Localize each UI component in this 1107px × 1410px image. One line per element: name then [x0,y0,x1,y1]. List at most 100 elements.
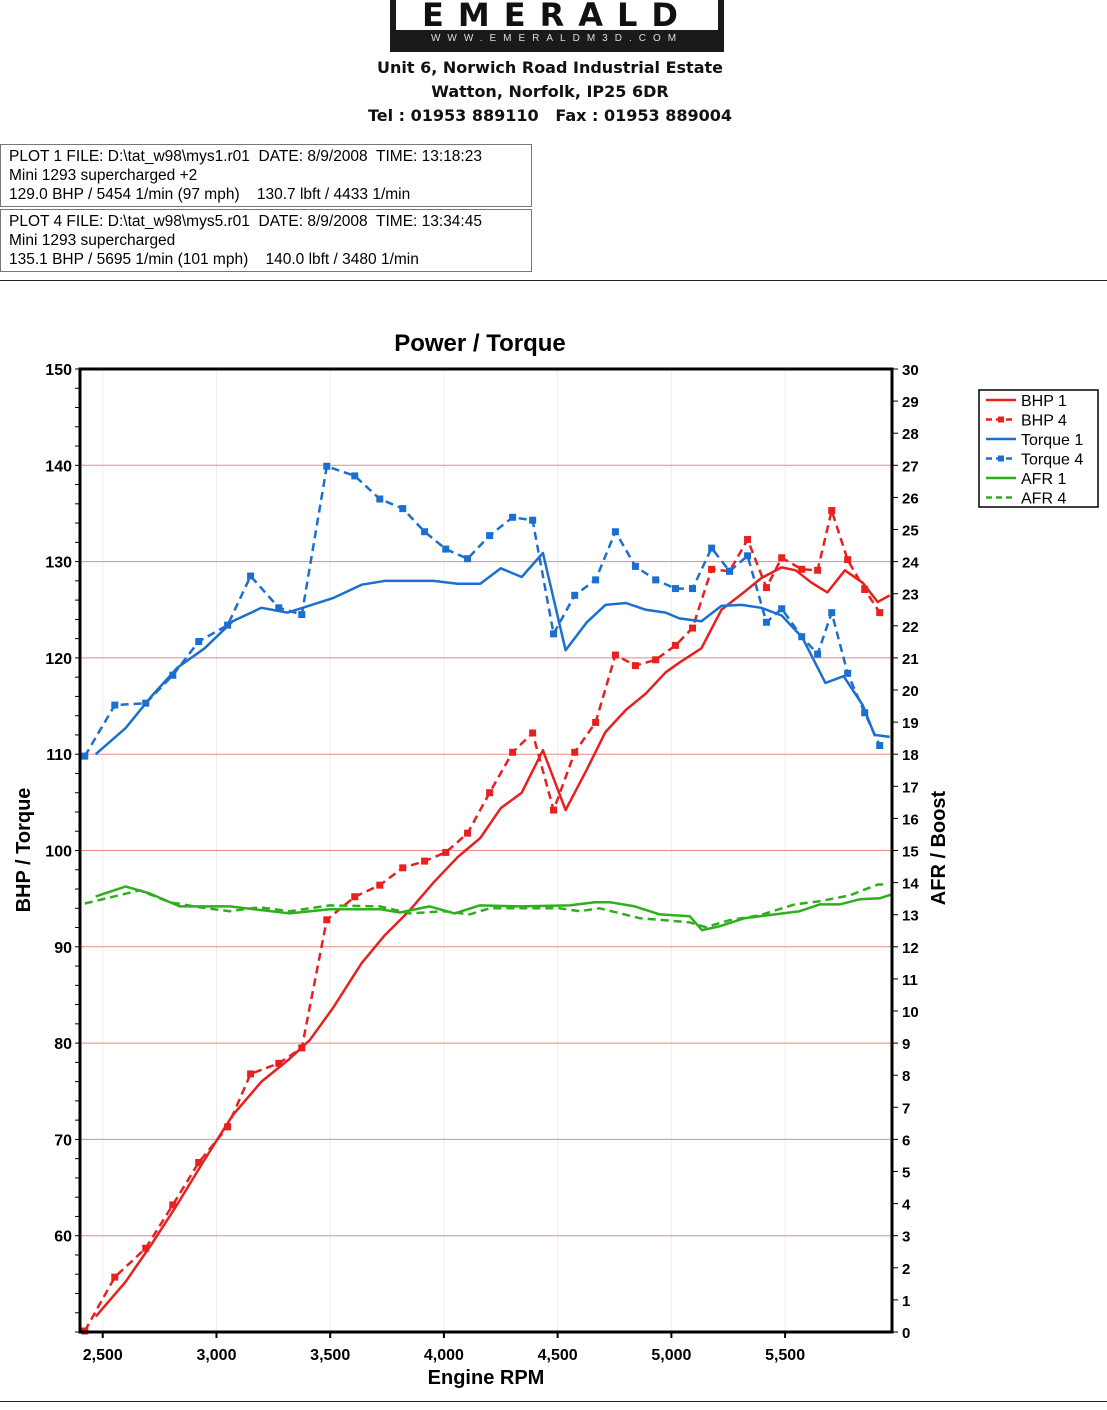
data-point-bhp-4 [762,584,770,592]
y2-tick-label: 10 [902,1004,919,1021]
plot-area-border [78,367,894,1334]
data-point-torque-4 [708,544,716,552]
y-tick-label: 80 [54,1036,72,1053]
logo-text: EMERALD [396,0,718,31]
data-point-bhp-4 [652,656,660,664]
data-point-torque-4 [844,669,852,677]
data-point-torque-4 [828,609,836,617]
data-point-torque-4 [195,638,203,646]
plot-4-info: PLOT 4 FILE: D:\tat_w98\mys5.r01 DATE: 8… [0,209,532,272]
data-point-torque-4 [247,572,255,580]
legend-label: AFR 4 [1021,491,1066,508]
data-point-bhp-4 [509,748,517,756]
data-point-bhp-4 [844,556,852,564]
data-point-bhp-4 [861,586,869,594]
data-point-bhp-4 [876,609,884,617]
y2-tick-label: 30 [902,362,919,379]
data-point-torque-4 [323,462,331,470]
chart-frame [0,280,1107,1402]
data-point-bhp-4 [464,829,472,837]
y-tick-label: 150 [45,362,72,379]
data-point-torque-4 [111,701,119,709]
series-line-afr-1 [95,885,892,932]
y2-tick-label: 22 [902,619,919,636]
plot-4-file: PLOT 4 FILE: D:\tat_w98\mys5.r01 DATE: 8… [9,213,482,230]
data-point-bhp-4 [744,535,752,543]
data-point-bhp-4 [708,565,716,573]
y2-tick-label: 6 [902,1132,910,1149]
data-point-torque-4 [689,585,697,593]
data-point-bhp-4 [828,507,836,515]
y2-tick-label: 24 [902,555,919,572]
y-tick-label: 130 [45,555,72,572]
y2-tick-label: 27 [902,458,919,475]
y2-tick-label: 4 [902,1197,911,1214]
data-point-bhp-4 [631,662,639,670]
data-point-bhp-4 [351,893,359,901]
y-tick-label: 70 [54,1132,72,1149]
y2-tick-label: 19 [902,715,919,732]
series-line-bhp-1 [94,566,891,1318]
y2-tick-label: 0 [902,1325,910,1342]
data-point-bhp-4 [111,1273,119,1281]
data-point-torque-4 [611,528,619,536]
series-line-afr-4 [84,883,885,929]
y2-tick-label: 13 [902,908,919,925]
data-point-bhp-4 [323,916,331,924]
series-line-torque-1 [94,551,890,756]
y-axis-label: BHP / Torque [13,788,35,913]
legend-label: Torque 1 [1021,432,1083,449]
plot-4-peaks: 135.1 BHP / 5695 1/min (101 mph) 140.0 l… [9,251,419,268]
legend: BHP 1 BHP 4 Torque 1 Torque 4 AFR 1 AFR 4 [978,389,1099,508]
x-axis-label: Engine RPM [428,1367,545,1389]
plot-1-desc: Mini 1293 supercharged +2 [9,167,198,184]
y2-tick-label: 14 [902,876,919,893]
y2-tick-label: 12 [902,940,919,957]
x-tick-label: 2,500 [83,1347,123,1364]
address-line-3: Tel : 01953 889110 Fax : 01953 889004 [367,106,733,125]
data-point-torque-4 [142,699,150,707]
y2-tick-label: 3 [902,1229,910,1246]
y-tick-label: 90 [54,940,72,957]
y-tick-label: 140 [45,458,72,475]
y2-tick-label: 28 [902,426,919,443]
y2-tick-label: 11 [902,972,918,989]
data-point-torque-4 [814,650,822,658]
data-point-bhp-4 [247,1070,255,1078]
data-point-torque-4 [798,633,806,641]
logo-url: WWW.EMERALDM3D.COM [430,33,684,44]
data-point-torque-4 [275,604,283,612]
data-point-torque-4 [762,618,770,626]
data-point-torque-4 [169,671,177,679]
legend-marker [998,455,1004,462]
data-point-bhp-4 [224,1123,232,1131]
data-point-bhp-4 [671,641,679,649]
y2-tick-label: 25 [902,523,919,540]
x-tick-label: 4,500 [538,1347,578,1364]
data-point-bhp-4 [298,1044,306,1052]
data-point-torque-4 [861,709,869,717]
data-point-torque-4 [298,611,306,619]
data-point-torque-4 [399,505,407,513]
data-point-bhp-4 [486,789,494,797]
plot-4-desc: Mini 1293 supercharged [9,232,176,249]
data-point-bhp-4 [169,1201,177,1209]
y2-tick-label: 15 [902,844,919,861]
data-point-bhp-4 [442,848,450,856]
y2-tick-label: 16 [902,811,919,828]
x-tick-label: 3,500 [310,1347,350,1364]
data-point-torque-4 [550,630,558,638]
y-tick-label: 120 [45,651,72,668]
y2-tick-label: 23 [902,587,919,604]
data-point-bhp-4 [689,624,697,632]
x-tick-label: 5,000 [651,1347,691,1364]
data-point-torque-4 [671,585,679,593]
data-point-bhp-4 [376,881,384,889]
legend-label: AFR 1 [1021,471,1066,488]
data-point-torque-4 [442,545,450,553]
y2-axis-label: AFR / Boost [928,790,950,905]
chart-title: Power / Torque [394,330,566,357]
y-tick-label: 110 [46,747,72,764]
data-point-torque-4 [744,552,752,560]
y2-tick-label: 8 [902,1068,910,1085]
